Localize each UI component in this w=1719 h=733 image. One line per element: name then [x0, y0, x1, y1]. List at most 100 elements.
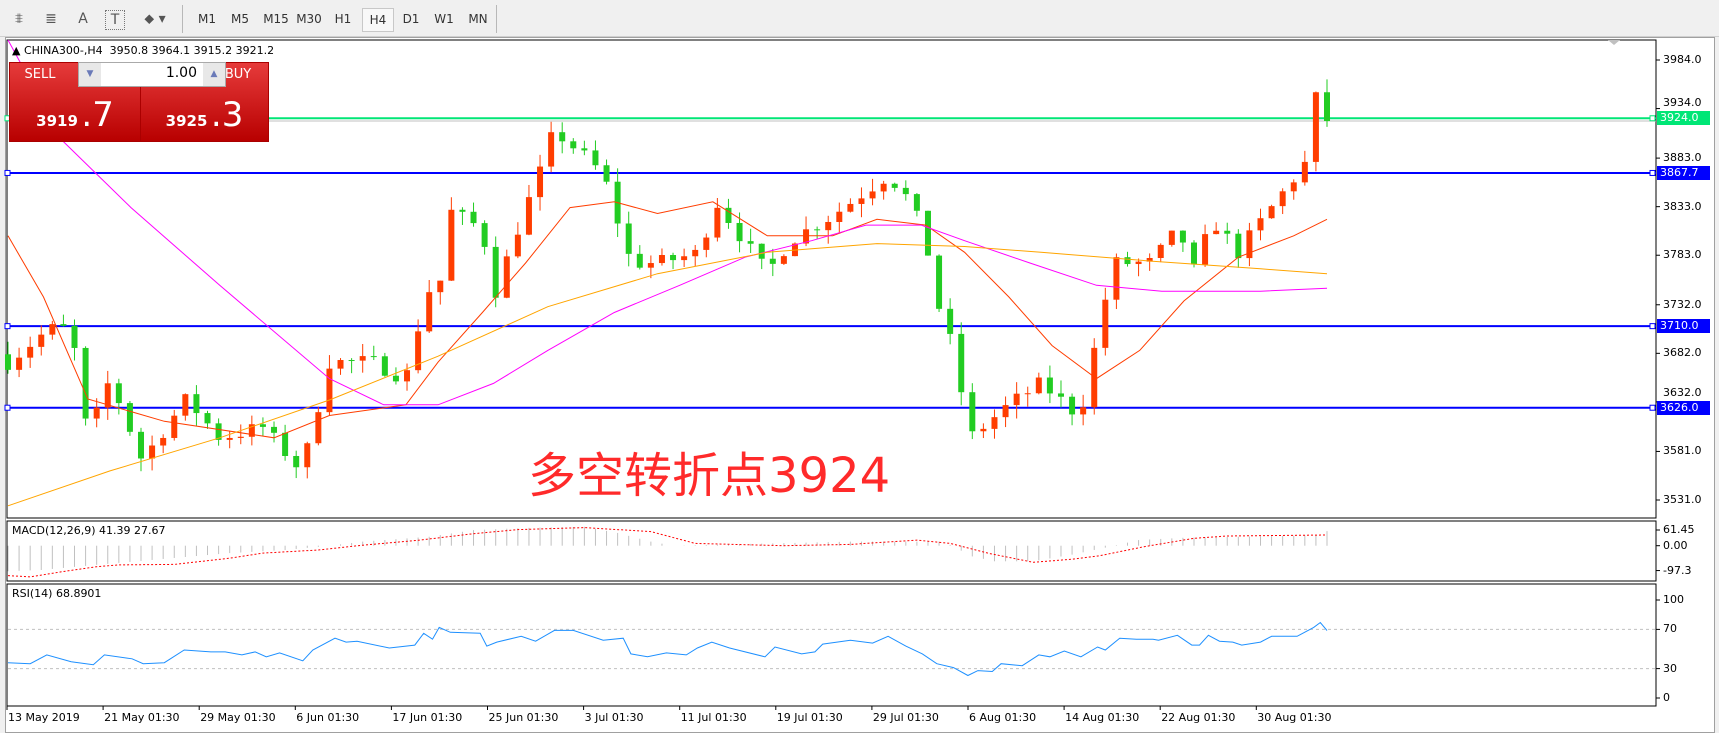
- candle-up: [1246, 230, 1253, 259]
- lot-size-input[interactable]: [103, 65, 197, 81]
- candle-up: [315, 412, 322, 444]
- candle-down: [725, 207, 732, 223]
- price-axis-label: 3581.0: [1663, 444, 1702, 458]
- line-handle: [4, 323, 11, 330]
- period-w1[interactable]: W1: [434, 12, 454, 26]
- candle-down: [60, 324, 67, 326]
- candle-down: [459, 209, 466, 212]
- candle-up: [437, 280, 444, 293]
- time-axis-label: 11 Jul 01:30: [680, 711, 747, 724]
- candle-down: [282, 432, 289, 456]
- candle-down: [126, 403, 133, 432]
- candle-up: [415, 331, 422, 371]
- elliott-wave-icon[interactable]: ⩨: [15, 11, 23, 27]
- candle-up: [1146, 257, 1153, 262]
- candle-up: [38, 334, 45, 347]
- price-axis-label: 3883.0: [1663, 151, 1702, 165]
- period-mn[interactable]: MN: [468, 12, 488, 26]
- period-m30[interactable]: M30: [296, 12, 322, 26]
- line-handle: [4, 404, 11, 411]
- time-axis-label: 29 May 01:30: [200, 711, 276, 724]
- lot-increase-button[interactable]: ▲: [203, 63, 225, 86]
- candle-down: [1069, 396, 1076, 415]
- annotation-text: 多空转折点3924: [528, 448, 891, 504]
- candle-down: [603, 165, 610, 182]
- toolbar-separator: [496, 5, 497, 33]
- candle-up: [869, 191, 876, 199]
- price-axis-label: 3531.0: [1663, 492, 1702, 506]
- sell-label: SELL: [24, 67, 56, 82]
- arrows-icon: ⬥: [144, 11, 155, 27]
- chart-shift-marker: [1608, 40, 1620, 45]
- time-axis-label: 29 Jul 01:30: [872, 711, 939, 724]
- rsi-axis-label: 0: [1663, 691, 1670, 704]
- lot-decrease-button[interactable]: ▼: [79, 63, 101, 86]
- candle-up: [359, 356, 366, 361]
- candle-down: [215, 423, 222, 440]
- candle-up: [237, 436, 244, 438]
- candle-down: [581, 148, 588, 151]
- candle-down: [1179, 230, 1186, 243]
- rsi-pane-border: [6, 583, 1657, 707]
- candle-up: [1024, 393, 1031, 395]
- fibonacci-icon[interactable]: ≣: [45, 11, 57, 27]
- candle-down: [481, 223, 488, 247]
- candle-up: [304, 443, 311, 468]
- price-axis-label: 3833.0: [1663, 199, 1702, 213]
- candle-up: [514, 234, 521, 257]
- candle-down: [470, 211, 477, 224]
- candle-down: [769, 258, 776, 264]
- candle-down: [924, 210, 931, 256]
- candle-down: [947, 308, 954, 334]
- candle-up: [548, 132, 555, 167]
- price-axis-label: 3682.0: [1663, 346, 1702, 360]
- time-axis-label: 6 Aug 01:30: [969, 711, 1037, 724]
- period-h4[interactable]: H4: [362, 8, 394, 32]
- price-line-tag: 3626.0: [1657, 400, 1710, 415]
- candle-down: [348, 360, 355, 362]
- candle-up: [836, 211, 843, 222]
- symbol-header: ▲ CHINA300-,H4 3950.8 3964.1 3915.2 3921…: [12, 44, 275, 57]
- candle-up: [93, 407, 100, 419]
- period-d1[interactable]: D1: [402, 12, 420, 26]
- candle-down: [913, 194, 920, 211]
- macd-axis-label: 61.45: [1663, 522, 1695, 536]
- text-icon[interactable]: A: [78, 11, 88, 27]
- lot-size-stepper: ▼ ▲: [78, 62, 226, 87]
- period-m5[interactable]: M5: [231, 12, 249, 26]
- period-h1[interactable]: H1: [334, 12, 352, 26]
- candle-down: [5, 354, 11, 370]
- candle-up: [1002, 405, 1009, 418]
- candle-up: [448, 209, 455, 281]
- period-m1[interactable]: M1: [198, 12, 216, 26]
- candle-down: [969, 392, 976, 432]
- moving-average-line: [7, 201, 1328, 439]
- price-line-tag: 3924.0: [1657, 111, 1710, 126]
- candle-up: [1113, 257, 1120, 300]
- chart-window[interactable]: [5, 37, 1715, 733]
- candle-up: [991, 417, 998, 429]
- candle-down: [293, 455, 300, 468]
- arrows-dropdown-icon[interactable]: ⬥ ▾: [144, 11, 166, 27]
- period-m15[interactable]: M15: [263, 12, 289, 26]
- candle-up: [426, 292, 433, 332]
- candle-up: [1279, 191, 1286, 207]
- time-axis-label: 3 Jul 01:30: [584, 711, 644, 724]
- candle-up: [337, 360, 344, 369]
- candle-down: [636, 253, 643, 268]
- candle-up: [404, 370, 411, 382]
- candle-down: [814, 229, 821, 231]
- line-handle: [1649, 323, 1656, 330]
- candle-up: [1080, 407, 1087, 415]
- buy-price: 3925 .3: [141, 95, 268, 135]
- text-label-icon[interactable]: T: [105, 10, 125, 30]
- candle-up: [27, 346, 34, 358]
- candle-up: [16, 357, 23, 370]
- candle-up: [525, 197, 532, 235]
- macd-label: MACD(12,26,9) 41.39 27.67: [12, 524, 166, 537]
- candle-up: [703, 237, 710, 250]
- candle-down: [559, 132, 566, 142]
- candle-down: [1124, 257, 1131, 265]
- price-axis-label: 3632.0: [1663, 385, 1702, 399]
